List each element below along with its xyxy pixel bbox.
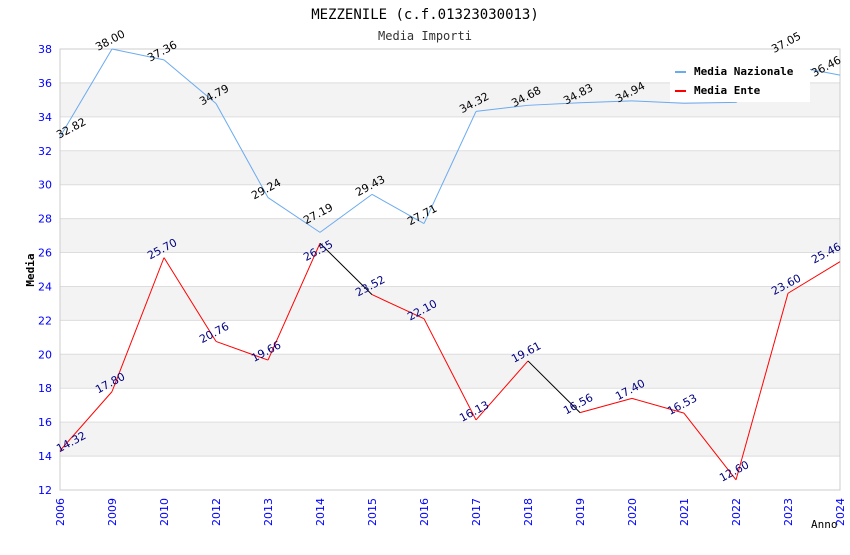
y-axis-label: Media	[24, 253, 37, 286]
series-segment-ente	[579, 397, 633, 414]
grid-band	[60, 422, 840, 457]
x-tick-label: 2009	[106, 498, 119, 526]
series-segment-nazionale	[111, 48, 165, 61]
plot-border	[59, 48, 841, 491]
data-label: 38.00	[93, 27, 127, 53]
x-tick-label: 2018	[522, 498, 535, 526]
legend: Media Nazionale Media Ente	[670, 60, 810, 102]
series-segment-nazionale	[527, 102, 581, 106]
series-segment-nazionale	[267, 197, 321, 233]
y-tick-label: 12	[38, 484, 52, 497]
chart-title: MEZZENILE (c.f.01323030013)	[311, 7, 539, 23]
series-segment-ente	[475, 360, 529, 421]
series-segment-ente	[111, 257, 165, 392]
series-segment-ente	[683, 412, 737, 481]
y-tick-label: 32	[38, 145, 52, 158]
x-tick-label: 2010	[158, 498, 171, 526]
data-label: 37.36	[145, 38, 179, 64]
legend-label-nazionale: Media Nazionale	[694, 65, 794, 78]
series-segment-ente	[59, 391, 113, 451]
x-tick-label: 2012	[210, 498, 223, 526]
series-segment-nazionale	[59, 48, 113, 138]
data-label: 36.46	[809, 54, 843, 80]
data-label: 32.82	[54, 115, 88, 141]
y-tick-label: 22	[38, 314, 52, 327]
grid-band	[60, 218, 840, 253]
x-tick-label: 2023	[782, 498, 795, 526]
y-tick-label: 20	[38, 348, 52, 361]
y-tick-label: 30	[38, 179, 52, 192]
x-tick-label: 2024	[834, 498, 847, 526]
series-segment-nazionale	[683, 101, 737, 104]
legend-swatch-nazionale	[675, 71, 686, 73]
grid-band	[60, 286, 840, 321]
series-segment-ente	[527, 360, 581, 414]
series-segment-nazionale	[215, 103, 269, 198]
grid-band	[60, 354, 840, 389]
x-tick-label: 2022	[730, 498, 743, 526]
y-tick-label: 14	[38, 450, 52, 463]
series-segment-ente	[787, 261, 841, 294]
series-segment-ente	[735, 293, 789, 480]
y-tick-label: 28	[38, 213, 52, 226]
series-segment-nazionale	[423, 111, 477, 224]
legend-label-ente: Media Ente	[694, 84, 761, 97]
x-tick-label: 2021	[678, 498, 691, 526]
y-tick-label: 24	[38, 280, 52, 293]
x-axis-label: Anno	[811, 518, 838, 531]
series-segment-ente	[631, 397, 685, 414]
data-label: 37.05	[769, 29, 803, 55]
x-tick-label: 2017	[470, 498, 483, 526]
series-segment-nazionale	[475, 104, 529, 112]
data-label: 20.76	[197, 320, 231, 346]
legend-swatch-ente	[675, 90, 686, 92]
series-segment-ente	[163, 257, 217, 342]
x-tick-label: 2019	[574, 498, 587, 526]
series-segment-nazionale	[163, 59, 217, 104]
x-tick-label: 2020	[626, 498, 639, 526]
series-segment-ente	[215, 340, 269, 361]
series-segment-nazionale	[579, 100, 633, 104]
x-tick-label: 2013	[262, 498, 275, 526]
y-tick-label: 18	[38, 382, 52, 395]
series-segment-nazionale	[319, 193, 373, 233]
data-label: 16.53	[665, 392, 699, 418]
y-tick-label: 34	[38, 111, 52, 124]
series-segment-nazionale	[631, 100, 685, 104]
x-tick-label: 2014	[314, 498, 327, 526]
data-label: 16.13	[457, 398, 491, 424]
series-segment-ente	[319, 242, 373, 295]
series-segment-nazionale	[371, 193, 425, 224]
x-tick-label: 2006	[54, 498, 67, 526]
series-segment-ente	[267, 243, 321, 361]
y-tick-label: 36	[38, 77, 52, 90]
y-tick-label: 38	[38, 43, 52, 56]
y-tick-label: 16	[38, 416, 52, 429]
series-segment-ente	[371, 294, 425, 320]
x-tick-label: 2016	[418, 498, 431, 526]
series-segment-ente	[423, 318, 477, 421]
x-tick-label: 2015	[366, 498, 379, 526]
chart-subtitle: Media Importi	[378, 29, 472, 43]
data-label: 16.56	[561, 391, 595, 417]
y-tick-label: 26	[38, 247, 52, 260]
